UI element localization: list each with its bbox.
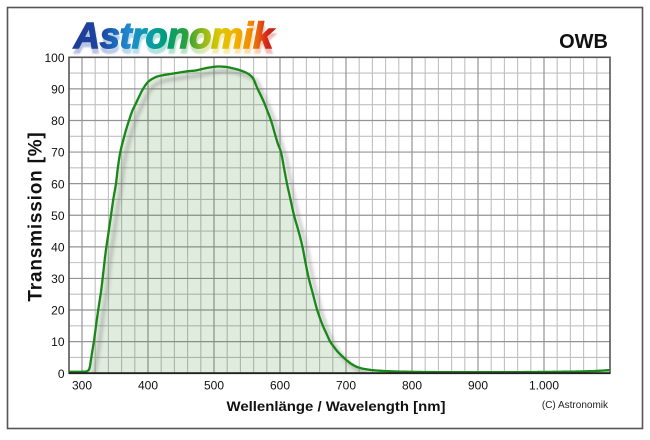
- svg-text:Astronomik: Astronomik: [73, 15, 275, 56]
- svg-text:70: 70: [51, 146, 65, 160]
- svg-text:Transmission [%]: Transmission [%]: [26, 131, 47, 301]
- svg-text:10: 10: [51, 335, 65, 349]
- svg-text:20: 20: [51, 304, 65, 318]
- svg-text:50: 50: [51, 209, 65, 223]
- svg-text:OWB: OWB: [559, 31, 608, 53]
- svg-text:0: 0: [58, 367, 65, 381]
- svg-text:800: 800: [402, 379, 422, 393]
- svg-text:Wellenlänge / Wavelength [nm]: Wellenlänge / Wavelength [nm]: [227, 398, 446, 414]
- svg-text:500: 500: [204, 379, 224, 393]
- svg-text:60: 60: [51, 177, 65, 191]
- svg-text:600: 600: [270, 379, 290, 393]
- svg-text:40: 40: [51, 240, 65, 254]
- svg-text:700: 700: [336, 379, 356, 393]
- svg-text:300: 300: [72, 379, 92, 393]
- svg-text:30: 30: [51, 272, 65, 286]
- svg-text:100: 100: [44, 51, 64, 65]
- svg-text:80: 80: [51, 114, 65, 128]
- svg-text:1.000: 1.000: [529, 379, 559, 393]
- svg-text:Astronomik: Astronomik: [74, 20, 276, 61]
- svg-text:90: 90: [51, 83, 65, 97]
- svg-text:900: 900: [468, 379, 488, 393]
- svg-text:(C) Astronomik: (C) Astronomik: [542, 400, 609, 411]
- svg-text:400: 400: [138, 379, 158, 393]
